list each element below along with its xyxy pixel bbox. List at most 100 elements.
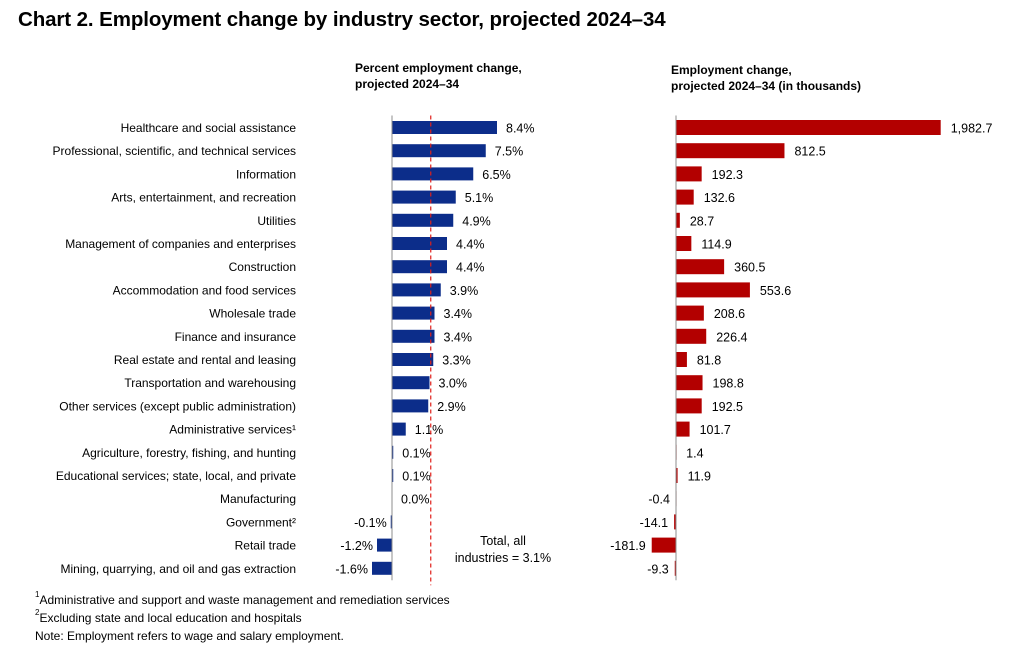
numeric-bar [676, 189, 694, 205]
footnote-2: 2Excluding state and local education and… [35, 608, 302, 625]
percent-value-label: 6.5% [482, 168, 511, 182]
category-label: Healthcare and social assistance [121, 121, 297, 135]
category-label: Finance and insurance [175, 330, 297, 344]
percent-bar [392, 121, 497, 134]
percent-value-label: 4.9% [462, 214, 491, 228]
footnote-1-marker: 1 [35, 590, 40, 599]
total-reference-label: industries = 3.1% [455, 551, 551, 565]
numeric-value-label: 553.6 [760, 284, 791, 298]
numeric-bar [676, 212, 680, 228]
percent-bar [392, 376, 430, 390]
percent-bar [392, 306, 435, 320]
numeric-bar [676, 120, 941, 135]
numeric-value-label: 81.8 [697, 354, 721, 368]
numeric-panel-title-line: Employment change, [671, 63, 792, 77]
numeric-value-label: -0.4 [648, 493, 670, 507]
numeric-bar [676, 305, 704, 321]
percent-value-label: -0.1% [354, 516, 387, 530]
numeric-value-label: 132.6 [704, 191, 735, 205]
numeric-bar [676, 421, 690, 437]
numeric-value-label: -9.3 [647, 562, 669, 576]
percent-bar [392, 469, 394, 482]
percent-value-label: 2.9% [437, 400, 466, 414]
category-label: Construction [229, 260, 296, 274]
chart-title: Chart 2. Employment change by industry s… [18, 8, 666, 31]
numeric-bar [674, 514, 676, 530]
numeric-value-label: 101.7 [700, 423, 731, 437]
category-label: Manufacturing [220, 492, 296, 506]
category-label: Information [236, 167, 296, 181]
category-label: Agriculture, forestry, fishing, and hunt… [82, 446, 296, 460]
numeric-value-label: 812.5 [794, 145, 825, 159]
numeric-bar [676, 468, 678, 483]
footnote-1-text: Administrative and support and waste man… [39, 593, 450, 607]
percent-value-label: 5.1% [465, 191, 494, 205]
percent-bar [392, 445, 394, 459]
percent-value-label: 7.5% [495, 145, 524, 159]
percent-value-label: 8.4% [506, 122, 535, 136]
percent-bar [392, 353, 434, 366]
category-label: Arts, entertainment, and recreation [111, 191, 296, 205]
percent-panel-title-line: Percent employment change, [355, 61, 522, 75]
numeric-value-label: 28.7 [690, 214, 714, 228]
percent-bar [392, 167, 474, 181]
category-label: Wholesale trade [209, 307, 296, 321]
footnote-1: 1Administrative and support and waste ma… [35, 590, 450, 607]
numeric-value-label: 114.9 [701, 238, 731, 252]
category-label: Utilities [257, 214, 296, 228]
footnote-2-marker: 2 [35, 608, 40, 617]
numeric-value-label: 198.8 [713, 377, 744, 391]
numeric-bar [676, 375, 703, 391]
numeric-value-label: 1.4 [686, 446, 703, 460]
numeric-value-label: 192.5 [712, 400, 743, 414]
percent-bar [377, 538, 392, 552]
category-label: Other services (except public administra… [59, 399, 296, 413]
percent-value-label: 3.9% [450, 284, 479, 298]
percent-bar [392, 260, 447, 274]
category-label: Government² [226, 515, 296, 529]
percent-value-label: 1.1% [415, 423, 444, 437]
percent-bar [390, 515, 392, 529]
category-label: Real estate and rental and leasing [114, 353, 296, 367]
category-label: Administrative services¹ [169, 423, 296, 437]
numeric-bar [651, 537, 676, 553]
numeric-value-label: -181.9 [610, 539, 645, 553]
footnote-note: Note: Employment refers to wage and sala… [35, 629, 344, 643]
numeric-bar [676, 352, 687, 367]
percent-value-label: 0.1% [402, 470, 431, 484]
percent-bar [392, 283, 441, 297]
category-label: Educational services; state, local, and … [56, 469, 296, 483]
numeric-bar [676, 328, 707, 344]
percent-panel-title-line: projected 2024–34 [355, 77, 459, 91]
numeric-value-label: 192.3 [712, 168, 743, 182]
numeric-panel-title-line: projected 2024–34 (in thousands) [671, 79, 861, 93]
category-label: Mining, quarrying, and oil and gas extra… [61, 562, 296, 576]
percent-value-label: 3.4% [444, 330, 473, 344]
percent-bar [392, 329, 435, 343]
numeric-bar [674, 560, 676, 576]
total-reference-label: Total, all [480, 534, 526, 548]
category-label: Professional, scientific, and technical … [53, 144, 296, 158]
percent-bar [392, 144, 486, 158]
numeric-value-label: 208.6 [714, 307, 745, 321]
percent-value-label: 4.4% [456, 261, 485, 275]
numeric-value-label: 226.4 [716, 330, 747, 344]
category-label: Accommodation and food services [113, 283, 296, 297]
percent-value-label: 3.3% [442, 354, 471, 368]
category-label: Management of companies and enterprises [65, 237, 296, 251]
numeric-bar [676, 282, 750, 298]
percent-value-label: 3.0% [439, 377, 468, 391]
percent-value-label: 0.0% [401, 493, 430, 507]
footnote-2-text: Excluding state and local education and … [39, 611, 302, 625]
numeric-bar [676, 398, 702, 414]
percent-value-label: -1.6% [335, 562, 368, 576]
category-label: Transportation and warehousing [124, 376, 296, 390]
percent-value-label: 4.4% [456, 238, 485, 252]
numeric-bar [676, 259, 725, 275]
numeric-value-label: -14.1 [640, 516, 669, 530]
percent-value-label: 3.4% [444, 307, 473, 321]
numeric-bar [676, 166, 702, 182]
category-label: Retail trade [235, 539, 297, 553]
numeric-value-label: 11.9 [688, 470, 711, 484]
